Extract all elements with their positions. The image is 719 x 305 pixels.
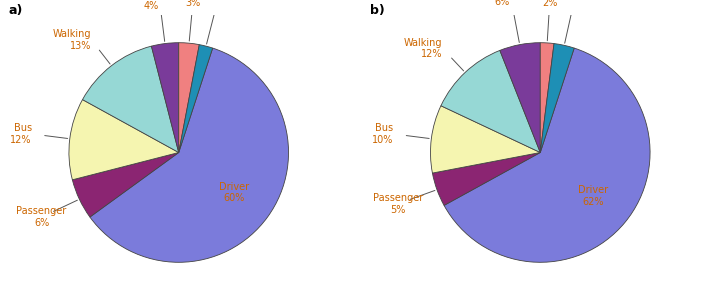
Text: Walking
13%: Walking 13% bbox=[52, 29, 91, 51]
Text: Walking
12%: Walking 12% bbox=[404, 38, 443, 59]
Text: Other
2%: Other 2% bbox=[536, 0, 564, 8]
Text: Driver
62%: Driver 62% bbox=[577, 185, 608, 207]
Wedge shape bbox=[83, 46, 179, 152]
Wedge shape bbox=[444, 48, 650, 262]
Wedge shape bbox=[500, 43, 540, 152]
Text: a): a) bbox=[9, 4, 23, 17]
Wedge shape bbox=[179, 45, 213, 152]
Text: Bus
10%: Bus 10% bbox=[372, 123, 393, 145]
Text: Driver
60%: Driver 60% bbox=[219, 182, 249, 203]
Wedge shape bbox=[73, 152, 179, 217]
Wedge shape bbox=[152, 43, 179, 152]
Wedge shape bbox=[69, 100, 179, 180]
Wedge shape bbox=[441, 50, 540, 152]
Wedge shape bbox=[431, 106, 540, 173]
Wedge shape bbox=[90, 48, 288, 262]
Wedge shape bbox=[179, 43, 199, 152]
Text: Bus
12%: Bus 12% bbox=[10, 123, 32, 145]
Wedge shape bbox=[432, 152, 540, 205]
Text: Other
3%: Other 3% bbox=[180, 0, 207, 8]
Text: Rail, including
underground
4%: Rail, including underground 4% bbox=[90, 0, 159, 11]
Text: b): b) bbox=[370, 4, 385, 17]
Text: Rail, including
underground
6%: Rail, including underground 6% bbox=[441, 0, 510, 7]
Text: Passenger
6%: Passenger 6% bbox=[17, 206, 67, 228]
Text: Passenger
5%: Passenger 5% bbox=[372, 193, 423, 215]
Wedge shape bbox=[540, 43, 554, 152]
Wedge shape bbox=[540, 44, 574, 152]
